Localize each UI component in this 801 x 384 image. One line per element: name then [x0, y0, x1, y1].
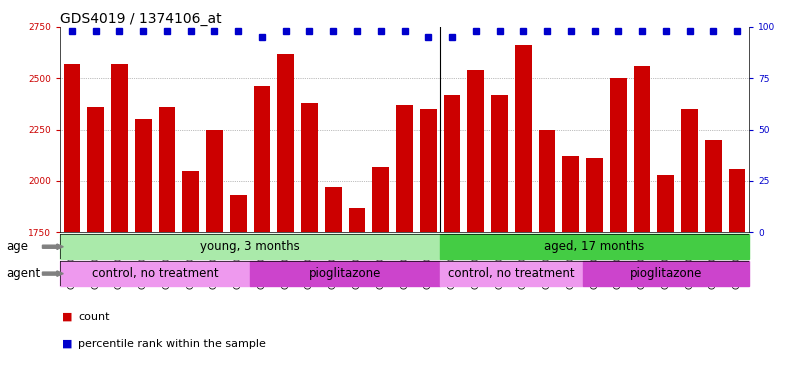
Bar — [539, 129, 555, 232]
Bar — [277, 54, 294, 232]
Bar — [586, 158, 603, 232]
Bar — [87, 107, 104, 232]
Bar — [60, 234, 440, 259]
Bar — [230, 195, 247, 232]
Bar — [610, 78, 626, 232]
Bar — [206, 129, 223, 232]
Bar — [325, 187, 341, 232]
Bar — [396, 105, 413, 232]
Bar — [254, 86, 270, 232]
Bar — [440, 261, 582, 286]
Bar — [250, 261, 440, 286]
Text: control, no treatment: control, no treatment — [448, 267, 574, 280]
Bar — [582, 261, 749, 286]
Bar — [60, 261, 250, 286]
Bar — [468, 70, 484, 232]
Bar — [681, 109, 698, 232]
Bar — [729, 169, 746, 232]
Bar — [705, 140, 722, 232]
Text: ■: ■ — [62, 339, 73, 349]
Text: control, no treatment: control, no treatment — [92, 267, 219, 280]
Text: percentile rank within the sample: percentile rank within the sample — [78, 339, 267, 349]
Text: pioglitazone: pioglitazone — [630, 267, 702, 280]
Text: young, 3 months: young, 3 months — [200, 240, 300, 253]
Bar — [658, 175, 674, 232]
Bar — [515, 45, 532, 232]
Bar — [634, 66, 650, 232]
Text: GDS4019 / 1374106_at: GDS4019 / 1374106_at — [60, 12, 222, 26]
Text: aged, 17 months: aged, 17 months — [545, 240, 645, 253]
Bar — [372, 167, 389, 232]
Bar — [135, 119, 151, 232]
Bar — [440, 234, 749, 259]
Bar — [63, 64, 80, 232]
Bar — [159, 107, 175, 232]
Bar — [444, 95, 461, 232]
Text: pioglitazone: pioglitazone — [309, 267, 381, 280]
Bar — [348, 208, 365, 232]
Bar — [111, 64, 128, 232]
Bar — [301, 103, 318, 232]
Bar — [420, 109, 437, 232]
Text: ■: ■ — [62, 312, 73, 322]
Bar — [562, 156, 579, 232]
Bar — [183, 170, 199, 232]
Text: count: count — [78, 312, 110, 322]
Bar — [491, 95, 508, 232]
Text: agent: agent — [6, 267, 41, 280]
Text: age: age — [6, 240, 28, 253]
